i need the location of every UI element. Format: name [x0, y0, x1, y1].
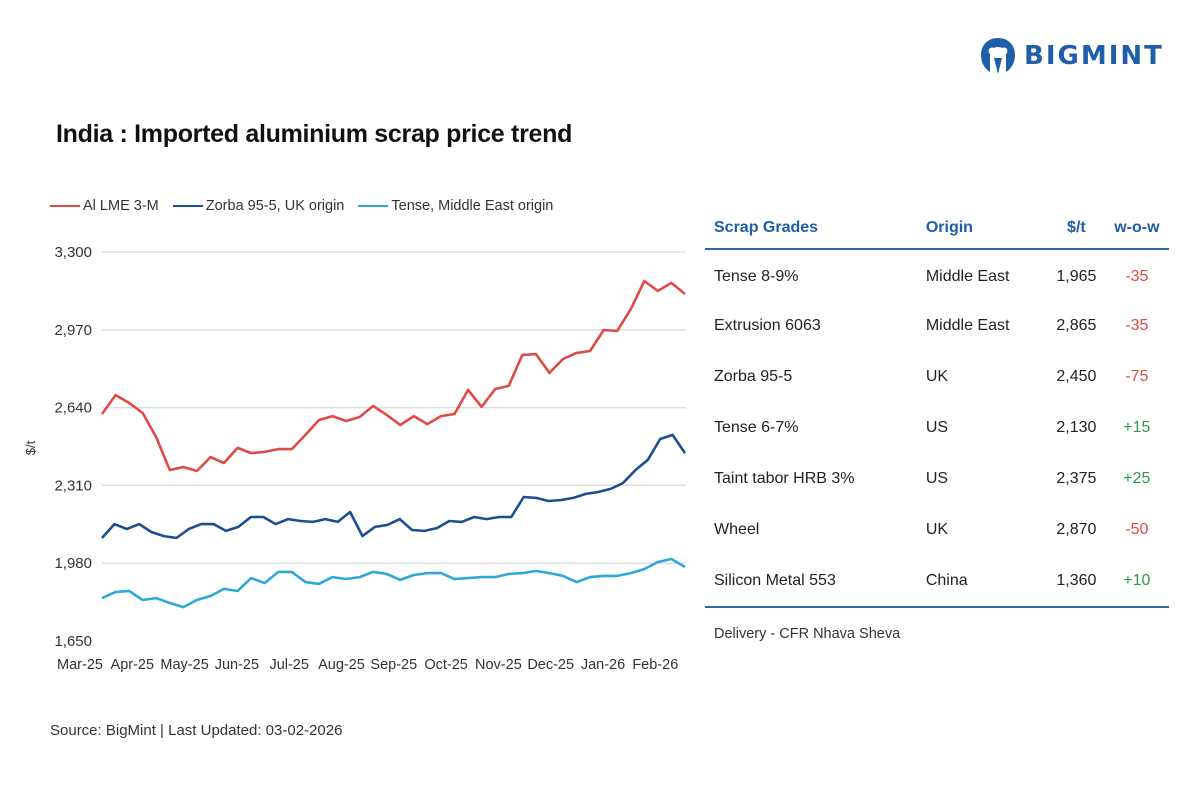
bigmint-logo-icon [981, 38, 1015, 74]
header-grade: Scrap Grades [705, 208, 917, 250]
cell-grade: Silicon Metal 553 [705, 555, 917, 608]
y-tick-label: 3,300 [54, 244, 92, 261]
source-note: Source: BigMint | Last Updated: 03-02-20… [50, 722, 343, 739]
header-origin: Origin [916, 208, 1049, 250]
legend-label: Tense, Middle East origin [391, 198, 554, 214]
x-tick-label: Jun-25 [215, 657, 259, 673]
cell-origin: UK [925, 367, 949, 385]
y-tick-label: 2,640 [54, 400, 92, 417]
x-tick-label: Oct-25 [424, 657, 468, 673]
cell-origin: Middle East [925, 268, 1010, 285]
legend-label: Zorba 95-5, UK origin [205, 198, 345, 214]
cell-price: 2,450 [1056, 367, 1097, 385]
cell-grade: Extrusion 6063 [714, 316, 821, 334]
cell-price: 2,865 [1056, 316, 1097, 334]
table-row: Wheel UK 2,870 -50 [705, 504, 1169, 555]
cell-grade: Tense 8-9% [714, 268, 799, 285]
legend-item-zorba: Zorba 95-5, UK origin [172, 198, 345, 214]
cell-origin: Middle East [925, 316, 1010, 334]
cell-origin: US [925, 418, 949, 436]
logo-text: BIGMINT [1024, 41, 1164, 71]
legend-item-al-lme: Al LME 3-M [50, 198, 159, 214]
cell-origin: China [916, 555, 1049, 608]
header-wow: w-o-w [1104, 208, 1169, 250]
cell-wow: +25 [1123, 469, 1151, 487]
cell-price: 1,360 [1048, 555, 1105, 608]
cell-origin: UK [925, 520, 949, 538]
cell-grade: Taint tabor HRB 3% [714, 469, 855, 487]
series-line-2 [101, 557, 686, 609]
cell-grade: Tense 6-7% [714, 418, 799, 436]
legend-swatch [358, 204, 389, 208]
scrap-price-table: Scrap Grades Origin $/t w-o-w Tense 8-9%… [705, 208, 1169, 608]
table-row: Silicon Metal 553 China 1,360 +10 [705, 555, 1169, 608]
table-row: Zorba 95-5 UK 2,450 -75 [705, 351, 1169, 402]
x-tick-label: Jul-25 [269, 657, 309, 673]
table-row: Tense 6-7% US 2,130 +15 [705, 402, 1169, 453]
series-line-0 [100, 279, 686, 473]
y-tick-label: 1,650 [54, 633, 92, 650]
cell-wow: +10 [1104, 555, 1169, 608]
legend-swatch [172, 204, 203, 208]
bigmint-logo: BIGMINT [980, 36, 1164, 76]
cell-wow: +15 [1123, 418, 1151, 436]
y-tick-label: 2,310 [54, 477, 92, 494]
x-tick-label: Dec-25 [527, 657, 574, 673]
cell-wow: -75 [1125, 367, 1149, 385]
table-row: Tense 8-9% Middle East 1,965 -35 [705, 249, 1169, 300]
x-tick-label: Sep-25 [370, 657, 417, 673]
cell-origin: US [925, 469, 949, 487]
y-tick-label: 1,980 [54, 555, 92, 572]
x-tick-label: Jan-26 [581, 657, 625, 673]
y-axis-label: $/t [23, 440, 38, 455]
cell-wow: -35 [1125, 268, 1149, 285]
cell-wow: -35 [1125, 316, 1149, 334]
chart-legend: Al LME 3-M Zorba 95-5, UK origin Tense, … [50, 198, 553, 214]
cell-price: 2,375 [1056, 469, 1097, 487]
y-tick-label: 2,970 [54, 322, 92, 339]
x-tick-label: Aug-25 [318, 657, 365, 673]
cell-wow: -50 [1125, 520, 1149, 538]
chart-title: India : Imported aluminium scrap price t… [56, 120, 573, 148]
cell-price: 1,965 [1056, 268, 1097, 285]
table-row: Taint tabor HRB 3% US 2,375 +25 [705, 453, 1169, 504]
legend-label: Al LME 3-M [83, 198, 159, 214]
table-row: Extrusion 6063 Middle East 2,865 -35 [705, 300, 1169, 351]
cell-price: 2,870 [1056, 520, 1097, 538]
x-tick-label: Feb-26 [632, 657, 678, 673]
x-tick-label: May-25 [160, 657, 208, 673]
table-footnote: Delivery - CFR Nhava Sheva [714, 626, 901, 642]
cell-price: 2,130 [1056, 418, 1097, 436]
line-chart: 1,650 1,980 2,310 2,640 2,970 3,300 $/t Mar-25 A… [23, 244, 687, 673]
cell-grade: Wheel [714, 520, 760, 538]
series-line-1 [101, 433, 687, 540]
legend-swatch [50, 204, 80, 208]
x-tick-label: Nov-25 [475, 657, 522, 673]
x-tick-label: Apr-25 [111, 657, 155, 673]
header-price: $/t [1048, 208, 1105, 250]
legend-item-tense: Tense, Middle East origin [358, 198, 553, 214]
cell-grade: Zorba 95-5 [714, 367, 793, 385]
x-tick-label: Mar-25 [57, 657, 103, 673]
table-header-row: Scrap Grades Origin $/t w-o-w [705, 208, 1169, 250]
